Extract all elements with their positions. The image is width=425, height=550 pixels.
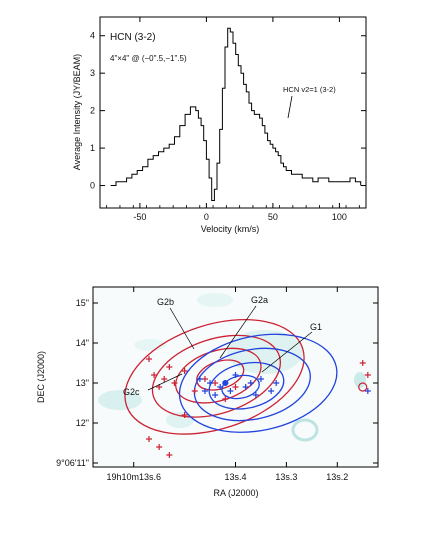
map-xtick-label: 13s.2 (326, 472, 348, 482)
blue-maser-point (212, 392, 219, 398)
label-g2c: G2c (123, 387, 140, 397)
blue-maser-point (196, 376, 203, 382)
blue-maser-point (242, 384, 249, 390)
blue-contour (193, 347, 311, 422)
spectrum-ytick-label: 4 (90, 31, 95, 41)
label-g1: G1 (310, 322, 322, 332)
spectrum-ytick-label: 1 (90, 143, 95, 153)
source-labels: G2b G2a G1 G2c (123, 295, 322, 397)
label-g2a: G2a (251, 295, 268, 305)
leader-g2a (219, 305, 257, 359)
spectrum-ytick-label: 3 (90, 68, 95, 78)
leader-g2c (147, 373, 183, 391)
blue-maser-point (217, 384, 224, 390)
red-maser-point (222, 396, 229, 402)
red-maser-point (191, 388, 198, 394)
red-maser-point (171, 380, 178, 386)
blue-maser-point (232, 372, 239, 378)
map-panel: 19h10m13s.6 13s.4 13s.3 13s.2 9°06'11" 12" 13"… (36, 286, 379, 498)
red-contour (151, 334, 282, 418)
blue-maser-point (364, 388, 371, 394)
spectrum-ticks: -50 0 50 100 0 1 2 3 4 (90, 17, 366, 222)
leader-g1 (261, 331, 313, 373)
red-maser-point (232, 384, 239, 390)
spectrum-ylabel: Average Intensity (JY/BEAM) (72, 54, 82, 170)
red-maser-point (145, 356, 152, 362)
red-maser-point (181, 368, 188, 374)
map-ytick-label: 13" (76, 378, 89, 388)
annotation-arrow (287, 95, 293, 119)
blue-maser-point (201, 388, 208, 394)
g-ring-marker (358, 382, 368, 392)
blue-maser-point (273, 380, 280, 386)
blue-maser-point (207, 380, 214, 386)
spectrum-ytick-label: 2 (90, 106, 95, 116)
red-maser-point (166, 452, 173, 458)
red-contour (124, 318, 305, 435)
spectrum-title: HCN (3-2) (110, 32, 156, 43)
red-maser-point (145, 436, 152, 442)
label-g2b: G2b (157, 297, 174, 307)
blue-contour (208, 361, 285, 410)
blue-maser-point (247, 380, 254, 386)
spectrum-xtick-label: 100 (332, 212, 347, 222)
map-contours (124, 318, 338, 435)
map-ytick-label: 15" (76, 298, 89, 308)
leader-g2b (169, 307, 195, 350)
map-xtick-label: 13s.4 (224, 472, 246, 482)
red-maser-point (151, 372, 158, 378)
blue-maser-point (257, 376, 264, 382)
spectrum-xtick-label: -50 (133, 212, 146, 222)
red-maser-point (359, 360, 366, 366)
map-xlabel: RA (J2000) (213, 488, 258, 498)
red-maser-point (181, 412, 188, 418)
spectrum-ytick-label: 0 (90, 181, 95, 191)
spectrum-xtick-label: 50 (268, 212, 278, 222)
red-maser-point (212, 380, 219, 386)
red-maser-point (161, 376, 168, 382)
map-ytick-label: 14" (76, 338, 89, 348)
red-maser-point (156, 444, 163, 450)
red-maser-point (201, 376, 208, 382)
spectrum-subtitle: 4"×4" @ (−0".5,−1".5) (110, 54, 187, 63)
red-maser-point (166, 364, 173, 370)
spectrum-panel: -50 0 50 100 0 1 2 3 4 HCN (3-2) 4"×4" @ (−0".5,… (72, 16, 367, 234)
blue-maser-point (227, 388, 234, 394)
map-ylabel: DEC (J2000) (36, 351, 46, 403)
blue-maser-point (252, 392, 259, 398)
spectrum-annotation: HCN v2=1 (3-2) (283, 85, 336, 94)
red-maser-point (364, 372, 371, 378)
blue-contour (221, 374, 260, 400)
map-ytick-label: 12" (76, 418, 89, 428)
map-xtick-label: 13s.3 (275, 472, 297, 482)
blue-maser-point (268, 388, 275, 394)
map-points (145, 356, 371, 458)
map-ticks: 19h10m13s.6 13s.4 13s.3 13s.2 9°06'11" 12" 13"… (56, 287, 378, 482)
central-cluster (222, 380, 229, 386)
spectrum-xlabel: Velocity (km/s) (201, 224, 260, 234)
map-ytick-label: 9°06'11" (56, 458, 89, 468)
map-xtick-label: 19h10m13s.6 (106, 472, 161, 482)
spectrum-xtick-label: 0 (204, 212, 209, 222)
blue-contour (178, 333, 338, 433)
spectrum-line (110, 27, 362, 201)
spectrum-frame (99, 16, 367, 209)
